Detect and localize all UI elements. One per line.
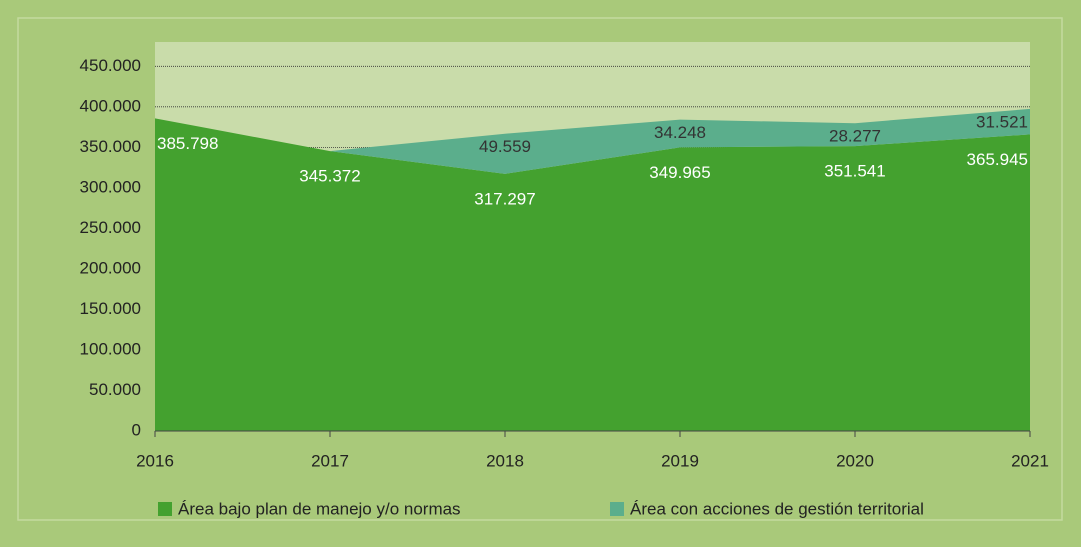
y-tick-label: 200.000 xyxy=(80,258,141,277)
data-label: 365.945 xyxy=(967,150,1028,169)
x-tick-label: 2016 xyxy=(136,451,174,470)
data-label: 31.521 xyxy=(976,112,1028,131)
x-tick-label: 2021 xyxy=(1011,451,1049,470)
legend-swatch xyxy=(610,502,624,516)
legend-label: Área con acciones de gestión territorial xyxy=(630,499,924,518)
data-label: 34.248 xyxy=(654,123,706,142)
y-tick-label: 100.000 xyxy=(80,339,141,358)
y-tick-label: 150.000 xyxy=(80,299,141,318)
y-tick-label: 450.000 xyxy=(80,56,141,75)
y-tick-label: 350.000 xyxy=(80,137,141,156)
y-tick-label: 400.000 xyxy=(80,96,141,115)
frame xyxy=(17,17,1063,521)
data-label: 28.277 xyxy=(829,127,881,146)
y-tick-label: 300.000 xyxy=(80,177,141,196)
y-tick-label: 50.000 xyxy=(89,380,141,399)
x-tick-label: 2017 xyxy=(311,451,349,470)
y-tick-label: 0 xyxy=(132,420,141,439)
legend-label: Área bajo plan de manejo y/o normas xyxy=(178,499,461,518)
data-label: 385.798 xyxy=(157,134,218,153)
area xyxy=(330,108,1030,174)
x-tick-label: 2020 xyxy=(836,451,874,470)
x-tick-label: 2019 xyxy=(661,451,699,470)
data-label: 351.541 xyxy=(824,162,885,181)
data-label: 317.297 xyxy=(474,189,535,208)
y-tick-label: 250.000 xyxy=(80,218,141,237)
data-label: 345.372 xyxy=(299,167,360,186)
x-tick-label: 2018 xyxy=(486,451,524,470)
data-label: 349.965 xyxy=(649,163,710,182)
legend-swatch xyxy=(158,502,172,516)
data-label: 49.559 xyxy=(479,137,531,156)
area xyxy=(155,118,1030,432)
